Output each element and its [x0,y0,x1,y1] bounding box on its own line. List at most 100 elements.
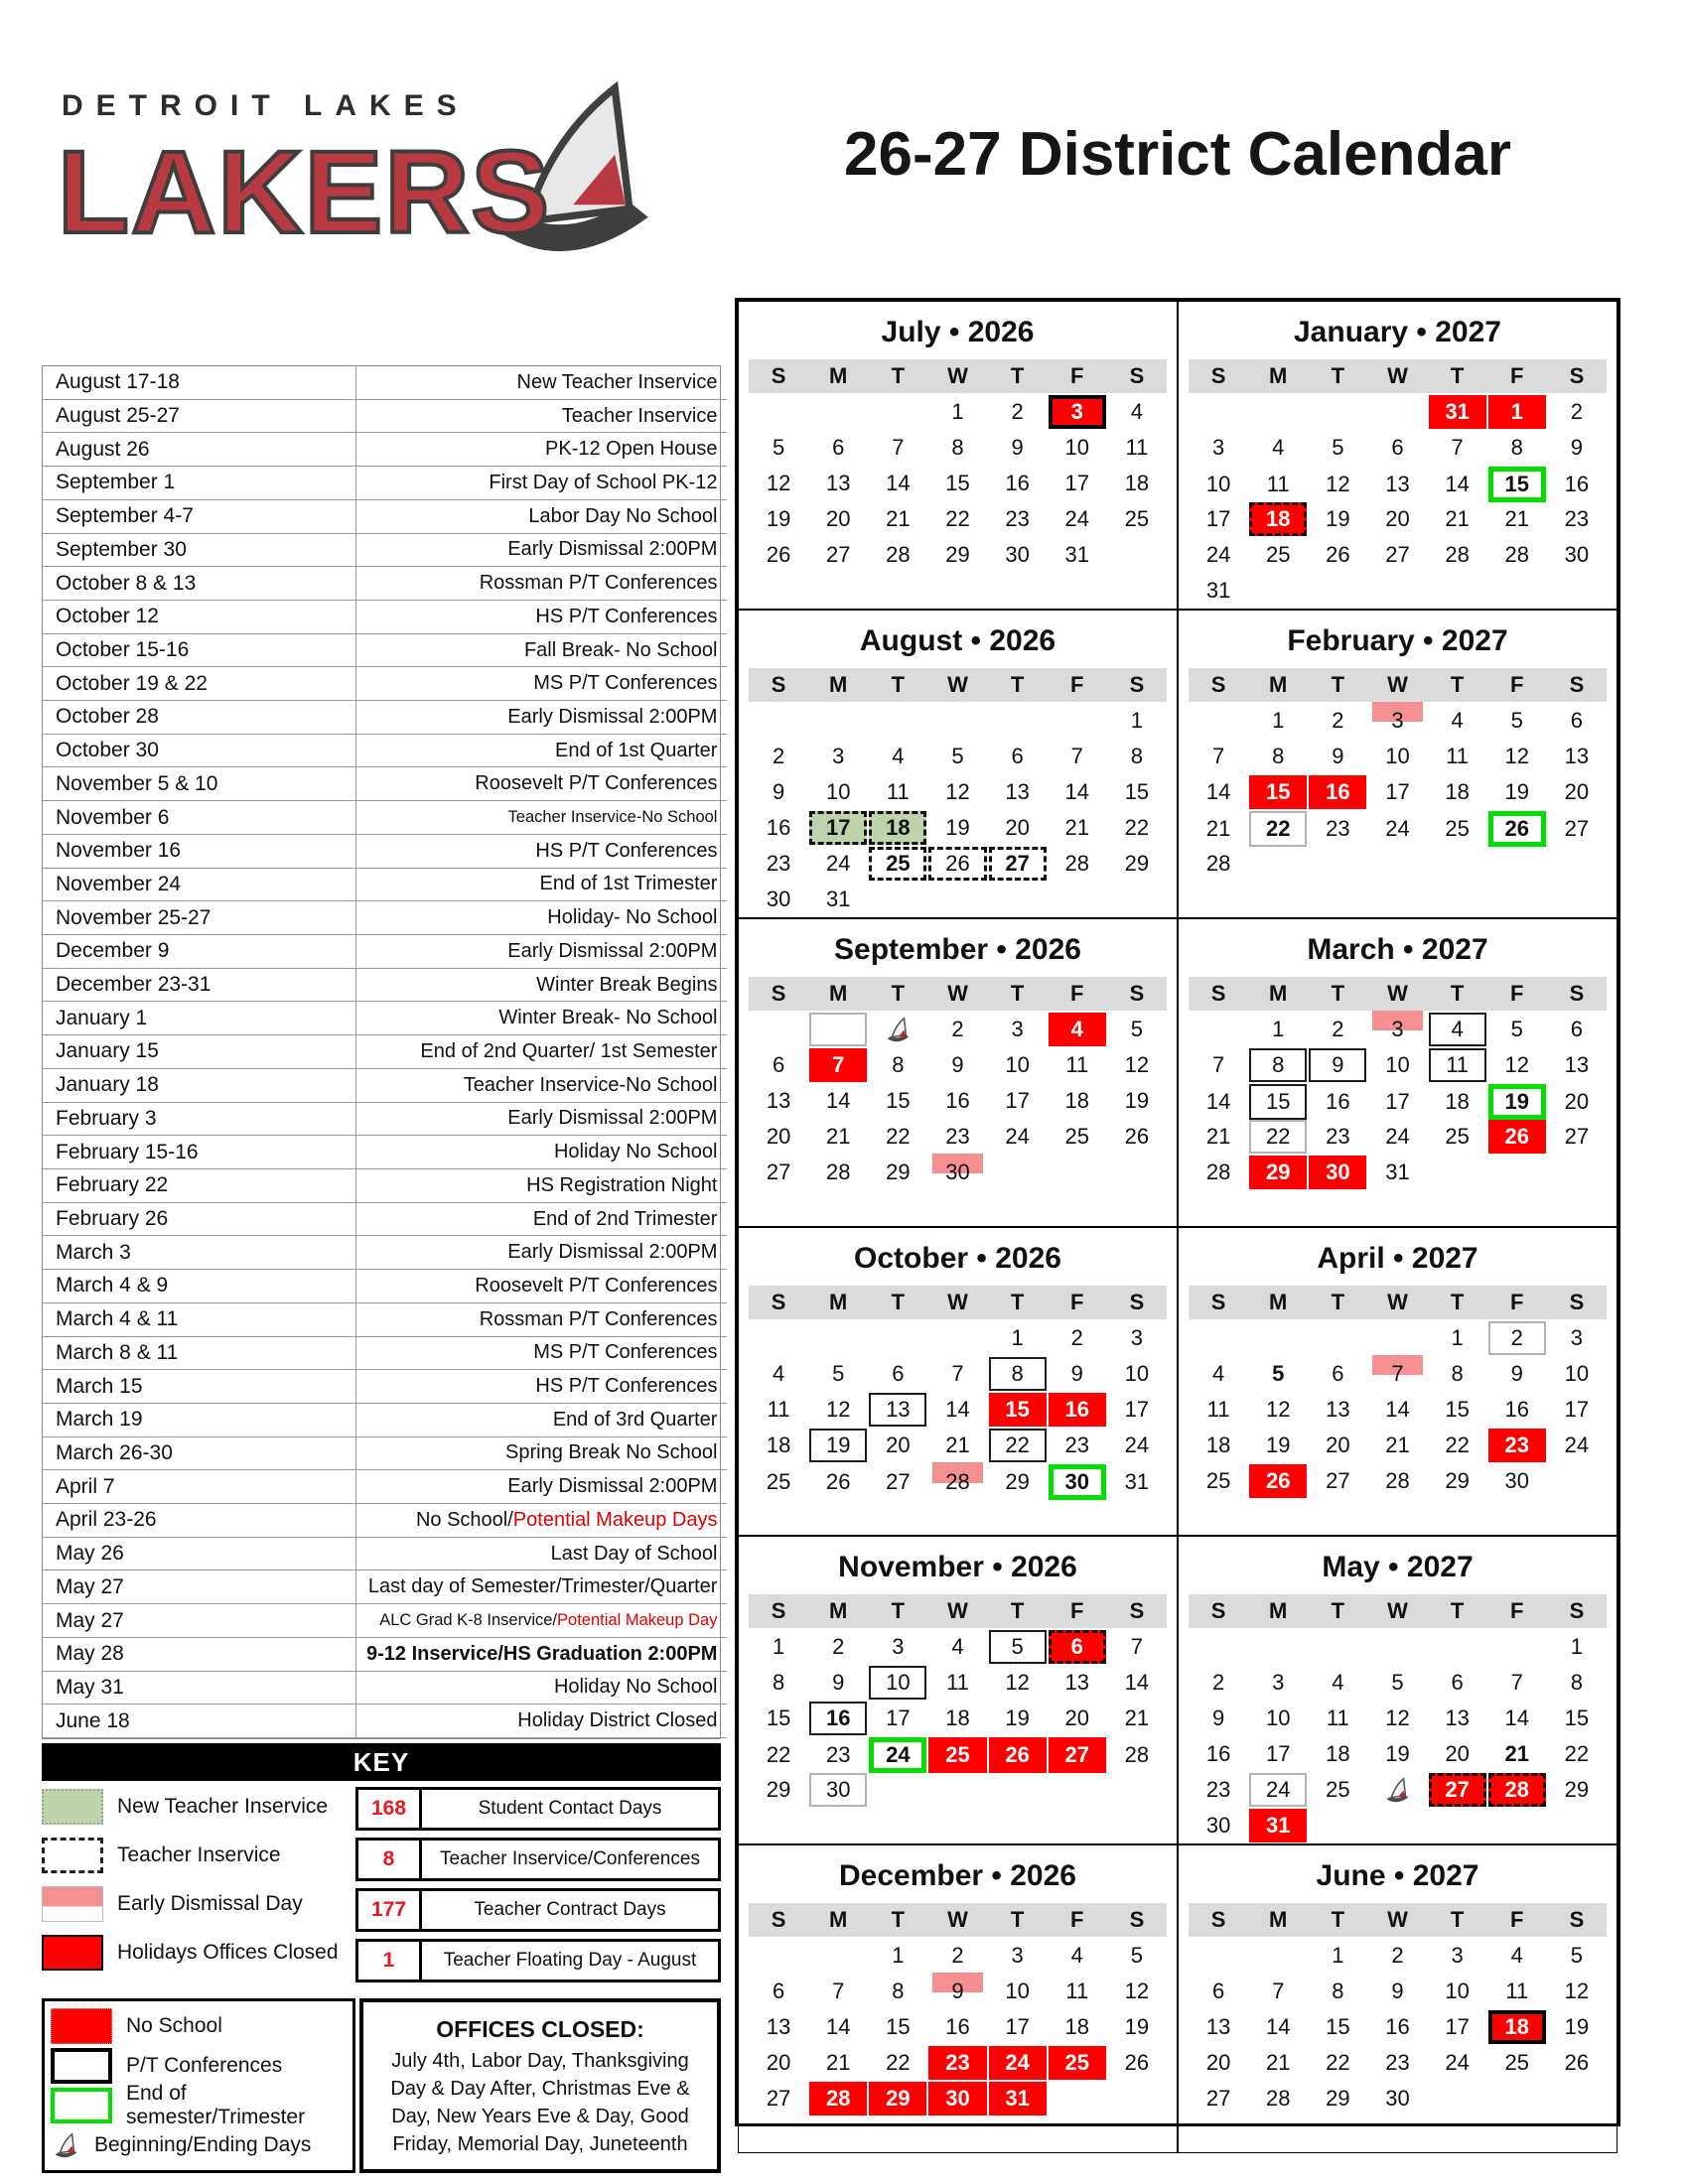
day-cell: 2 [1548,395,1606,429]
day-cell: 15 [869,2010,926,2044]
day-of-week-label: T [891,981,906,1006]
week-row: 2 3 4 5 [749,1012,1167,1047]
week-row: 1 2 3 [1189,1320,1607,1356]
day-cell: 27 [1309,1464,1366,1498]
day-number: 23 [1326,1124,1350,1149]
week-row: 14 15 16 17 18 19 20 [1189,774,1607,810]
day-cell-empty [989,1773,1047,1807]
day-number: 25 [766,1469,791,1494]
day-number: 15 [1124,779,1150,804]
day-cell: 5 [1249,1357,1307,1391]
day-number: 9 [832,1670,845,1695]
day-cell: 21 [869,502,926,536]
day-number: 22 [1564,1741,1590,1766]
day-number: 23 [1064,1433,1090,1457]
day-cell: 3 [989,1013,1047,1046]
day-cell: 21 [1368,1429,1426,1462]
day-cell: 11 [1049,1048,1106,1082]
day-cell-empty [1548,1809,1606,1843]
day-of-week-label: T [891,1290,906,1314]
day-cell: 5 [809,1357,867,1391]
day-number: 12 [1124,1979,1150,2003]
day-number: 2 [832,1634,845,1659]
day-of-week-label: F [1510,981,1524,1006]
key-stat-label: Teacher Contract Days [474,1899,666,1920]
day-number: 2 [1570,399,1584,424]
month-title: September • 2026 [834,933,1081,966]
day-cell: 11 [1190,1393,1247,1427]
day-of-week-label: W [1387,981,1408,1006]
week-row: 1 2 3 4 [749,394,1167,430]
event-date: April 7 [43,1470,356,1505]
day-cell: 8 [1548,1666,1606,1700]
day-cell: 28 [809,1156,867,1189]
day-number: 5 [1391,1670,1404,1695]
week-row: 16 17 18 19 20 21 22 [1189,1736,1607,1772]
day-cell: 14 [809,1084,867,1118]
day-of-week-label: M [829,672,848,697]
day-number: 4 [1451,1017,1464,1041]
day-cell: 8 [928,431,986,465]
day-cell: 3 [1108,1321,1166,1355]
day-cell: 26 [750,538,807,572]
day-number: 7 [832,1979,845,2003]
day-number: 14 [1265,2014,1291,2039]
day-number: 24 [1385,816,1410,841]
day-cell: 2 [809,1630,867,1664]
day-cell: 9 [1488,1357,1546,1391]
day-cell-empty [928,883,986,916]
day-number: 18 [1205,1433,1231,1457]
day-cell: 22 [1249,811,1308,847]
day-number: 22 [886,2050,911,2075]
week-row: 20 21 22 23 24 25 26 [749,2045,1167,2081]
day-cell [1368,1773,1426,1807]
day-cell: 8 [1488,431,1546,465]
week-row: 16 17 18 19 20 21 22 [749,810,1167,846]
day-number: 16 [825,1706,851,1730]
event-date: March 4 & 11 [43,1302,356,1337]
day-cell: 24 [1429,2046,1486,2080]
day-cell: 23 [1049,1429,1106,1462]
day-number: 8 [1451,1361,1464,1386]
day-cell: 15 [1249,1084,1308,1120]
day-cell: 28 [1249,2082,1307,2116]
day-cell: 24 [988,2046,1047,2080]
day-cell: 15 [988,1393,1047,1427]
day-cell: 1 [989,1321,1047,1355]
day-cell: 8 [869,1048,926,1082]
day-of-week-label: F [1070,1907,1084,1932]
day-cell: 20 [750,1120,807,1154]
day-number: 2 [1332,708,1344,733]
day-number: 26 [1504,1124,1530,1149]
day-cell: 15 [1309,2010,1366,2044]
event-label-text: PK-12 Open House [545,438,718,461]
day-cell: 4 [1309,1666,1366,1700]
day-number: 8 [1272,1052,1285,1077]
day-cell: 23 [928,2046,987,2080]
day-number: 14 [1064,779,1090,804]
day-number: 12 [1326,472,1350,496]
day-number: 21 [1504,1741,1530,1766]
day-cell: 4 [1429,704,1486,738]
day-number: 25 [1445,1124,1470,1149]
day-cell-empty [1190,704,1247,738]
day-cell: 26 [1108,2046,1166,2080]
day-cell: 23 [1487,1429,1546,1462]
event-label-text: Teacher Inservice [561,404,718,427]
event-label-text: Rossman P/T Conferences [479,572,718,595]
day-cell: 29 [928,538,986,572]
week-row: 18 19 20 21 22 23 24 [1189,1428,1607,1463]
day-number: 22 [1265,1124,1291,1149]
day-cell: 16 [989,467,1047,500]
day-number: 18 [1445,779,1470,804]
day-cell: 31 [1190,574,1247,608]
event-label: Winter Break Begins [356,969,728,1003]
day-cell: 5 [1548,1939,1606,1973]
event-label: Early Dismissal 2:00PM [356,935,728,969]
day-cell: 4 [869,740,926,773]
key-swatch-row: End of semester/Trimester [51,2082,347,2128]
day-number: 5 [1510,708,1523,733]
day-number: 3 [1391,1017,1404,1041]
